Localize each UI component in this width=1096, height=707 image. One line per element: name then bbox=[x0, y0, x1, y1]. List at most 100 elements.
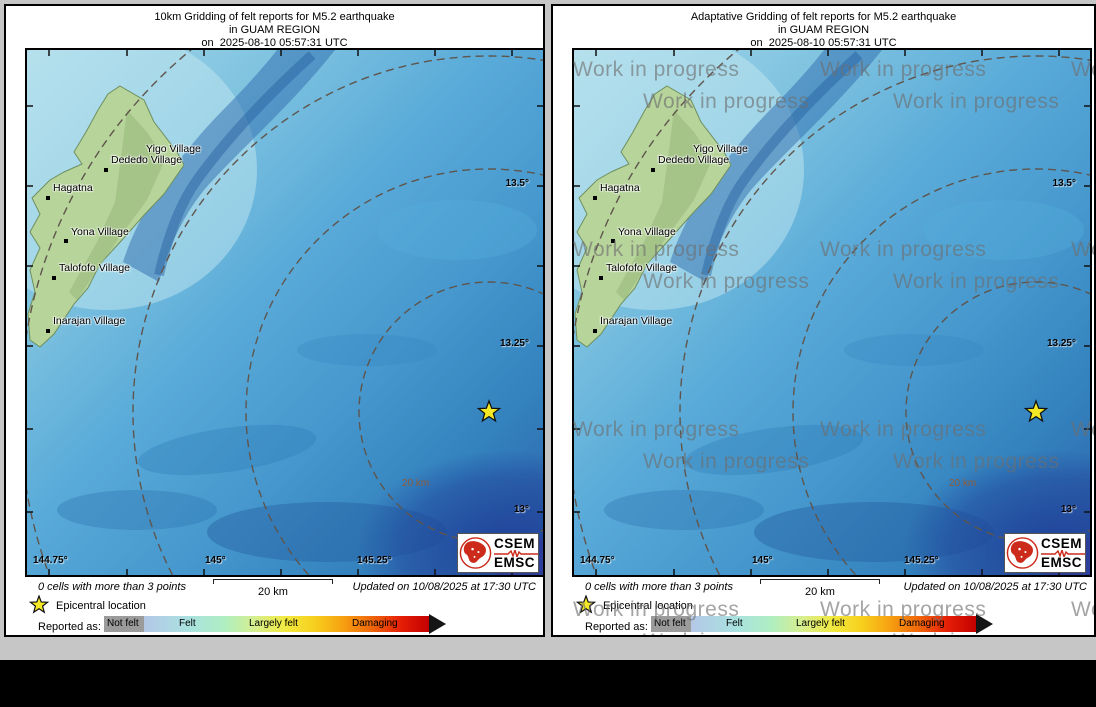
map-canvas bbox=[574, 50, 1090, 575]
bathymetry-patch bbox=[844, 334, 984, 366]
trench-core bbox=[154, 51, 316, 277]
latitude-label: 13.25° bbox=[499, 338, 529, 349]
panel-title: Adaptative Gridding of felt reports for … bbox=[553, 11, 1094, 50]
intensity-scale: Not felt Felt Largely felt Damaging bbox=[104, 614, 454, 634]
work-in-progress-watermark: Work in progress bbox=[573, 598, 740, 621]
work-in-progress-watermark: Work in progress bbox=[893, 450, 1060, 473]
logo-text-csem: CSEM bbox=[1041, 535, 1083, 551]
bathymetry-patch bbox=[684, 424, 864, 476]
village-label: Yigo Village bbox=[146, 143, 201, 155]
scale-bar-label: 20 km bbox=[258, 586, 288, 598]
bathymetry-patch bbox=[604, 490, 764, 530]
intensity-label: Felt bbox=[726, 618, 743, 629]
longitude-label: 145° bbox=[752, 555, 773, 566]
cells-note: 0 cells with more than 3 points bbox=[585, 581, 733, 593]
village-label: Hagatna bbox=[600, 182, 640, 194]
village-marker bbox=[593, 329, 597, 333]
emsc-globe-icon bbox=[1006, 537, 1039, 569]
logo-text-emsc: EMSC bbox=[1041, 554, 1083, 570]
village-marker bbox=[611, 239, 615, 243]
page-background: 10km Gridding of felt reports for M5.2 e… bbox=[0, 0, 1096, 660]
work-in-progress-watermark: Work in progress bbox=[643, 630, 809, 635]
emsc-globe-icon bbox=[459, 537, 492, 569]
village-label: Hagatna bbox=[53, 182, 93, 194]
work-in-progress-watermark: Work in progress bbox=[1071, 598, 1094, 621]
village-marker bbox=[599, 276, 603, 280]
village-marker bbox=[686, 157, 690, 161]
work-in-progress-watermark: Work in progress bbox=[573, 58, 740, 81]
csem-emsc-logo: CSEM EMSC bbox=[1004, 533, 1086, 573]
felt-report-map: Yigo Village Dededo Village Hagatna Yona… bbox=[572, 48, 1092, 577]
work-in-progress-watermark: Work in progress bbox=[573, 418, 740, 441]
epicenter-legend-label: Epicentral location bbox=[56, 600, 146, 612]
village-label: Yona Village bbox=[618, 226, 676, 238]
scale-bar bbox=[760, 579, 880, 584]
village-marker bbox=[52, 276, 56, 280]
latitude-label: 13° bbox=[1060, 504, 1076, 515]
village-marker bbox=[46, 196, 50, 200]
work-in-progress-watermark: Work in progress bbox=[1071, 58, 1094, 81]
epicenter-star-icon bbox=[575, 595, 597, 614]
village-marker bbox=[593, 196, 597, 200]
map-ticks bbox=[27, 50, 543, 575]
bathymetry-patch bbox=[137, 424, 317, 476]
latitude-label: 13.25° bbox=[1046, 338, 1076, 349]
village-marker bbox=[139, 157, 143, 161]
intensity-scale-notfelt-block bbox=[104, 616, 144, 632]
latitude-label: 13° bbox=[513, 504, 529, 515]
epicenter-star bbox=[1023, 399, 1049, 423]
distance-rings bbox=[27, 50, 543, 575]
village-label: Yigo Village bbox=[693, 143, 748, 155]
ring-distance-label: 20 km bbox=[402, 478, 430, 489]
village-marker bbox=[104, 168, 108, 172]
intensity-label: Felt bbox=[179, 618, 196, 629]
updated-timestamp: Updated on 10/08/2025 at 17:30 UTC bbox=[352, 581, 536, 593]
title-line-2: in GUAM REGION bbox=[228, 24, 321, 36]
work-in-progress-watermark: Work in progress bbox=[643, 450, 810, 473]
epicenter-star bbox=[476, 399, 502, 423]
distance-ring-40km bbox=[245, 168, 543, 575]
work-in-progress-watermark: Work in progress bbox=[1071, 418, 1094, 441]
reported-as-label: Reported as: bbox=[38, 621, 101, 633]
work-in-progress-watermark: Work in progress bbox=[643, 270, 810, 293]
epicenter-legend-label: Epicentral location bbox=[603, 600, 693, 612]
title-line-1: Adaptative Gridding of felt reports for … bbox=[690, 11, 957, 23]
reported-as-label: Reported as: bbox=[585, 621, 648, 633]
epicenter-star-icon bbox=[28, 595, 50, 614]
work-in-progress-watermark: Work in progress bbox=[893, 270, 1060, 293]
work-in-progress-watermark: Work in progress bbox=[643, 90, 810, 113]
map-canvas bbox=[27, 50, 543, 575]
title-line-1: 10km Gridding of felt reports for M5.2 e… bbox=[154, 11, 395, 23]
village-label: Inarajan Village bbox=[53, 315, 126, 327]
panel-10km-gridding: 10km Gridding of felt reports for M5.2 e… bbox=[4, 4, 545, 637]
scale-bar bbox=[213, 579, 333, 584]
distance-rings bbox=[574, 50, 1090, 575]
intensity-label: Not felt bbox=[654, 618, 686, 629]
village-label: Talofofo Village bbox=[59, 262, 131, 274]
village-label: Talofofo Village bbox=[606, 262, 678, 274]
updated-timestamp: Updated on 10/08/2025 at 17:30 UTC bbox=[903, 581, 1087, 593]
distance-ring-40km bbox=[792, 168, 1090, 575]
bathymetry-patch bbox=[297, 334, 437, 366]
logo-text-emsc: EMSC bbox=[494, 554, 536, 570]
cells-note: 0 cells with more than 3 points bbox=[38, 581, 186, 593]
intensity-label: Damaging bbox=[899, 618, 945, 629]
felt-report-map: Yigo Village Dededo Village Hagatna Yona… bbox=[25, 48, 543, 577]
trench-band bbox=[670, 50, 882, 282]
seismogram-icon bbox=[1041, 549, 1085, 557]
panel-title: 10km Gridding of felt reports for M5.2 e… bbox=[6, 11, 543, 50]
intensity-scale: Not felt Felt Largely felt Damaging bbox=[651, 614, 1001, 634]
work-in-progress-watermark: Work in progress bbox=[820, 238, 987, 261]
intensity-scale-gradient bbox=[144, 616, 429, 632]
latitude-label: 13.5° bbox=[1052, 178, 1076, 189]
work-in-progress-watermark: Work in progress bbox=[820, 418, 987, 441]
intensity-label: Largely felt bbox=[796, 618, 845, 629]
longitude-label: 145° bbox=[205, 555, 226, 566]
bathymetry-patch bbox=[924, 200, 1084, 260]
logo-text-csem: CSEM bbox=[494, 535, 536, 551]
work-in-progress-watermark: Work in progress bbox=[893, 90, 1060, 113]
title-line-2: in GUAM REGION bbox=[777, 24, 870, 36]
ring-distance-label: 20 km bbox=[949, 478, 977, 489]
work-in-progress-watermark: Work in progress bbox=[820, 598, 987, 621]
intensity-scale-arrow bbox=[429, 614, 446, 634]
